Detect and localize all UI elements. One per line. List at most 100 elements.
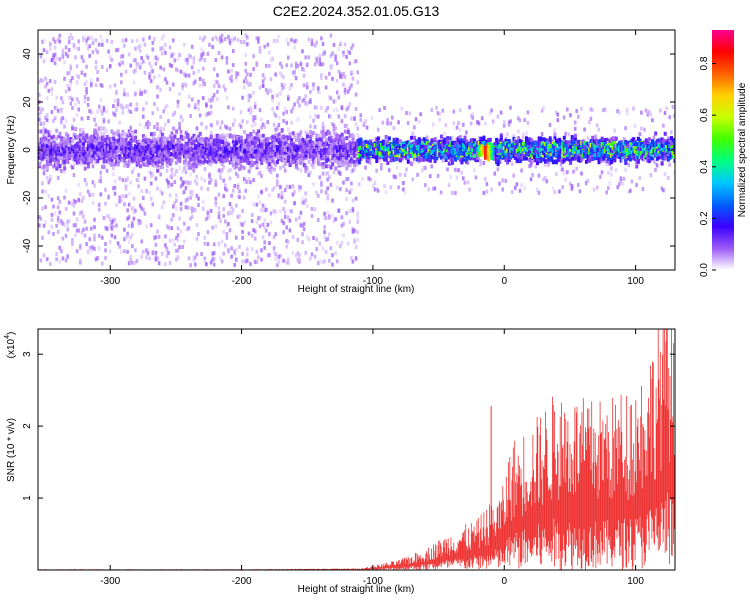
heatmap-cell-3493 — [326, 157, 330, 162]
heatmap-cell-1989 — [201, 154, 205, 159]
heatmap-cell-1188 — [135, 142, 139, 146]
heatmap-cell-1220 — [138, 91, 142, 96]
heatmap-cell-3518 — [329, 33, 333, 38]
heatmap-cell-592 — [86, 46, 90, 51]
heatmap-cell-304 — [63, 222, 66, 227]
heatmap-cell-2039 — [206, 51, 210, 56]
heatmap-cell-3323 — [312, 153, 316, 158]
heatmap-cell-2655 — [257, 137, 261, 141]
heatmap-cell-3734 — [346, 159, 350, 164]
heatmap-cell-238 — [56, 134, 60, 139]
heatmap-cell-532 — [82, 227, 85, 232]
heatmap-cell-907 — [112, 142, 116, 147]
heatmap-cell-4122 — [386, 147, 390, 152]
heatmap-cell-3483 — [326, 105, 329, 110]
heatmap-cell-2375 — [235, 76, 238, 81]
heatmap-cell-2488 — [242, 144, 246, 148]
heatmap-cell-4645 — [446, 136, 450, 141]
heatmap-cell-2547 — [249, 82, 252, 87]
heatmap-cell-2055 — [208, 180, 211, 185]
heatmap-cell-40 — [41, 181, 44, 186]
heatmap-cell-1708 — [178, 159, 182, 164]
heatmap-cell-3556 — [332, 127, 336, 131]
heatmap-cell-1616 — [172, 38, 175, 43]
heatmap-cell-4039 — [378, 158, 381, 162]
heatmap-cell-4719 — [454, 152, 458, 157]
heatmap-cell-1591 — [168, 158, 172, 163]
heatmap-cell-3894 — [361, 153, 365, 158]
heatmap-cell-4459 — [425, 135, 429, 140]
heatmap-cell-2666 — [258, 49, 262, 54]
heatmap-cell-3251 — [307, 143, 311, 148]
heatmap-cell-4537 — [433, 144, 437, 149]
heatmap-cell-1014 — [121, 178, 125, 182]
heatmap-cell-1019 — [121, 149, 125, 154]
heatmap-cell-914 — [113, 112, 117, 117]
heatmap-cell-3356 — [315, 137, 319, 142]
heatmap-cell-3188 — [301, 137, 305, 142]
heatmap-cell-3484 — [326, 171, 329, 176]
heatmap-cell-140 — [49, 174, 52, 179]
heatmap-cell-4079 — [381, 141, 385, 146]
heatmap-cell-1348 — [148, 156, 152, 161]
heatmap-cell-1219 — [138, 122, 142, 127]
heatmap-cell-149 — [49, 151, 52, 156]
heatmap-cell-2588 — [252, 178, 255, 183]
heatmap-cell-444 — [74, 102, 77, 107]
heatmap-cell-4446 — [424, 183, 427, 188]
heatmap-cell-245 — [56, 162, 60, 166]
heatmap-cell-4319 — [410, 139, 413, 144]
heatmap-cell-1537 — [164, 145, 168, 150]
heatmap-cell-1173 — [134, 129, 138, 134]
heatmap-cell-3464 — [324, 237, 328, 242]
heatmap-cell-814 — [104, 137, 108, 142]
heatmap-cell-120 — [47, 88, 51, 93]
heatmap-cell-181 — [52, 155, 56, 160]
heatmap-cell-1179 — [135, 259, 139, 263]
heatmap-cell-4121 — [386, 153, 390, 158]
heatmap-cell-3216 — [304, 94, 307, 99]
heatmap-cell-4948 — [479, 140, 483, 145]
heatmap-cell-4752 — [457, 146, 461, 151]
heatmap-cell-4875 — [471, 142, 475, 147]
heatmap-cell-4932 — [477, 141, 481, 145]
heatmap-cell-3405 — [320, 36, 323, 41]
heatmap-cell-4961 — [480, 146, 484, 151]
heatmap-cell-2236 — [222, 136, 226, 140]
heatmap-cell-3212 — [304, 130, 307, 135]
heatmap-cell-3463 — [324, 249, 328, 254]
heatmap-cell-3010 — [287, 96, 290, 101]
heatmap-cell-295 — [61, 146, 65, 151]
heatmap-cell-1994 — [201, 149, 205, 154]
heatmap-cell-2600 — [252, 154, 256, 159]
heatmap-cell-2383 — [235, 257, 238, 262]
heatmap-cell-2718 — [263, 218, 266, 223]
heatmap-cell-2837 — [272, 122, 276, 127]
heatmap-cell-554 — [83, 99, 87, 104]
heatmap-cell-70 — [42, 132, 46, 137]
heatmap-cell-3063 — [291, 235, 295, 239]
heatmap-cell-3870 — [357, 160, 361, 165]
heatmap-cell-3383 — [318, 53, 322, 58]
heatmap-cell-3685 — [342, 140, 346, 145]
heatmap-cell-1577 — [168, 238, 172, 243]
heatmap-cell-932 — [115, 203, 118, 208]
heatmap-cell-2874 — [276, 93, 279, 98]
heatmap-cell-3553 — [332, 42, 336, 47]
heatmap-cell-4177 — [392, 150, 396, 154]
heatmap-cell-4569 — [436, 152, 440, 157]
heatmap-cell-3883 — [359, 139, 363, 143]
heatmap-cell-2250 — [224, 186, 227, 191]
heatmap-cell-3002 — [287, 239, 290, 244]
heatmap-cell-782 — [102, 216, 106, 220]
heatmap-cell-4692 — [450, 157, 454, 161]
heatmap-cell-1038 — [123, 141, 127, 146]
heatmap-cell-2495 — [244, 52, 248, 57]
heatmap-cell-1027 — [123, 92, 126, 97]
heatmap-cell-3721 — [345, 143, 349, 148]
heatmap-cell-416 — [71, 147, 75, 152]
heatmap-cell-758 — [99, 126, 103, 130]
heatmap-cell-4345 — [411, 147, 415, 152]
heatmap-cell-4819 — [465, 139, 469, 144]
heatmap-cell-3035 — [288, 163, 292, 167]
